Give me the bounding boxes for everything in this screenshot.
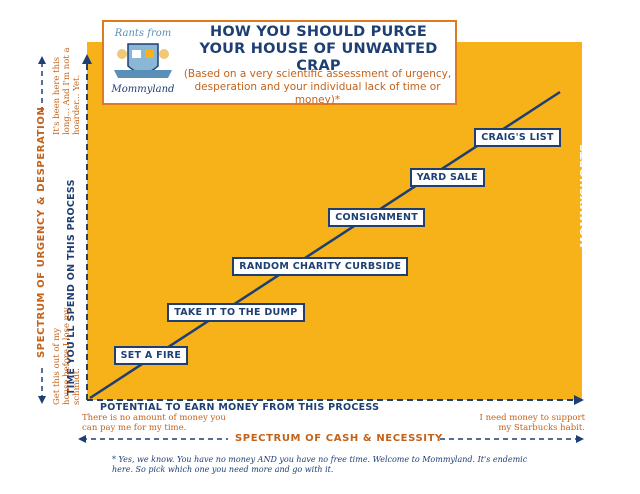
mommyland-logo: Rants from Mommyland	[111, 28, 175, 95]
x-axis-arrow	[574, 395, 584, 405]
logo-text-bottom: Mommyland	[111, 84, 175, 95]
footnote: * Yes, we know. You have no money AND yo…	[112, 455, 528, 474]
y-axis-arrow	[82, 54, 92, 64]
header-box	[102, 20, 457, 105]
y-spectrum-arrow-top	[38, 56, 46, 64]
annotation-label-1: TAKE IT TO THE DUMP	[167, 302, 305, 322]
y-low-note: Get this out of my house before I lose m…	[52, 307, 82, 405]
y-spectrum-arrow-bottom	[38, 396, 46, 404]
chart-subtitle: (Based on a very scientific assessment o…	[183, 68, 452, 106]
x-spectrum-label: SPECTRUM OF CASH & NECESSITY	[235, 433, 443, 444]
logo-text-top: Rants from	[114, 28, 171, 39]
x-high-note: I need money to support my Starbucks hab…	[479, 413, 585, 433]
logo-shield	[127, 43, 159, 74]
y-high-note: It's been here this long... And I'm not …	[52, 47, 82, 135]
annotation-label-2: RANDOM CHARITY CURBSIDE	[232, 256, 409, 276]
credit-text: CHART MADE PRESENTABLE BY MOMMYSHORTS.co…	[578, 122, 591, 385]
annotation-label-3: CONSIGNMENT	[328, 207, 425, 227]
credit-suffix: .com	[582, 122, 590, 144]
x-axis-label: POTENTIAL TO EARN MONEY FROM THIS PROCES…	[100, 402, 380, 413]
y-spectrum-label: SPECTRUM OF URGENCY & DESPERATION	[36, 106, 47, 358]
annotation-label-0: SET A FIRE	[113, 345, 189, 365]
annotation-label-4: YARD SALE	[409, 168, 485, 188]
chart-title: HOW YOU SHOULD PURGE YOUR HOUSE OF UNWAN…	[199, 24, 438, 74]
x-spectrum-arrow-right	[576, 435, 584, 443]
credit-prefix: CHART MADE PRESENTABLE BY	[582, 247, 590, 385]
x-low-note: There is no amount of money you can pay …	[82, 413, 226, 433]
x-spectrum-arrow-left	[78, 435, 86, 443]
logo-banner	[114, 70, 172, 78]
credit-site: MOMMYSHORTS	[578, 143, 591, 248]
annotation-label-5: CRAIG'S LIST	[474, 128, 561, 148]
